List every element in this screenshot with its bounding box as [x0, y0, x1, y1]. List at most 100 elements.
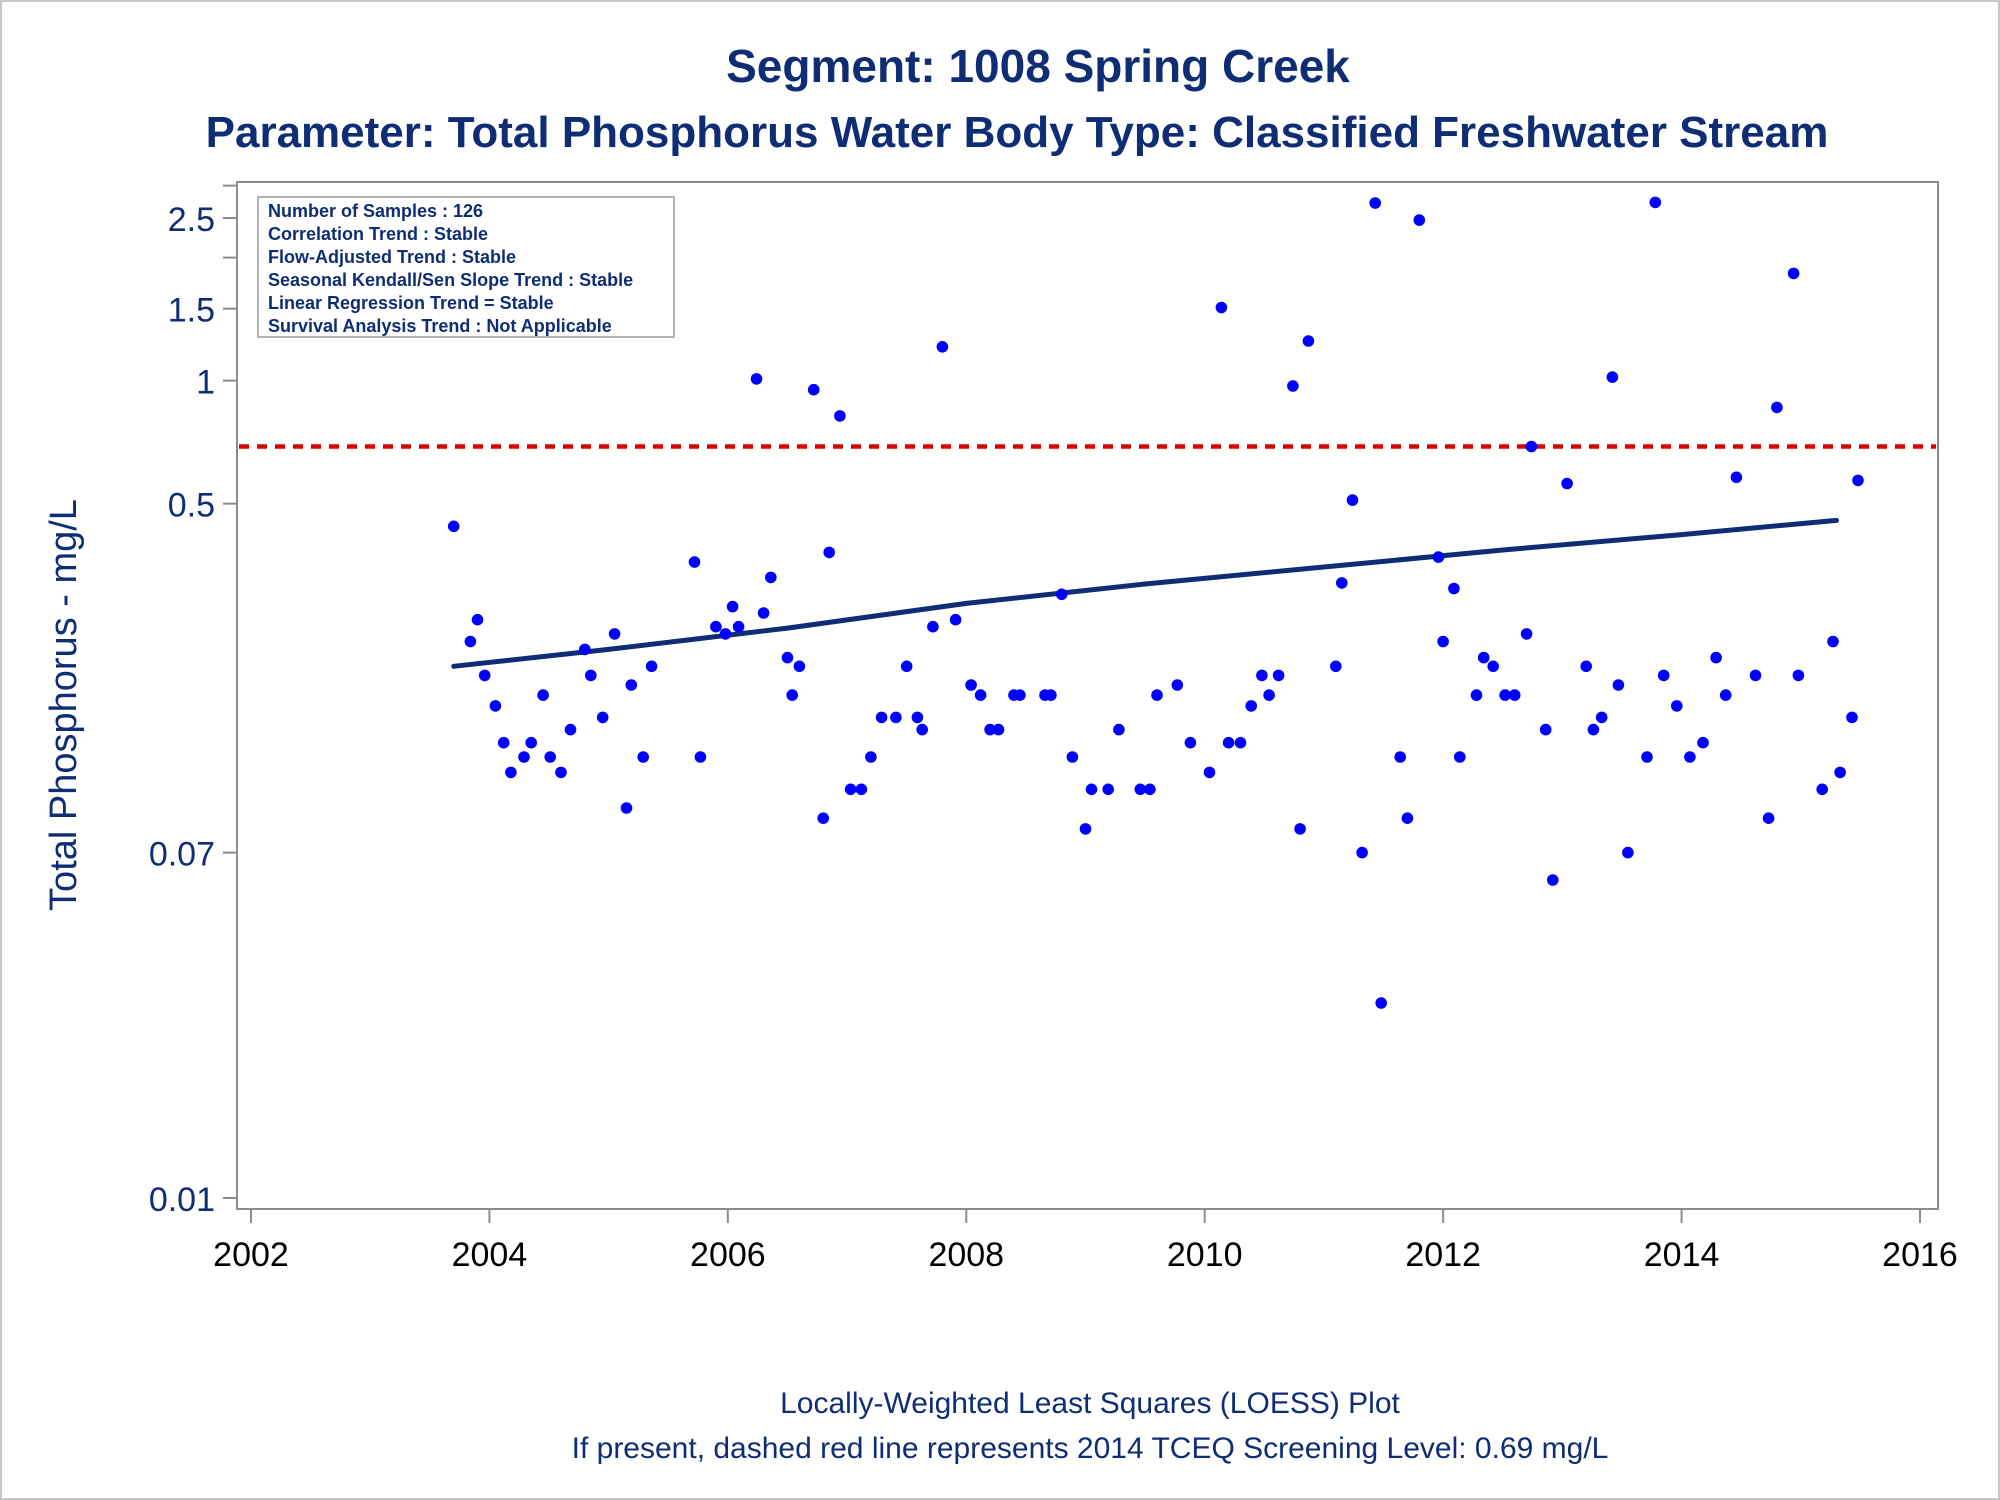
- footnote-loess: Locally-Weighted Least Squares (LOESS) P…: [780, 1387, 1400, 1420]
- sample-point: [1375, 997, 1387, 1009]
- sample-point: [855, 783, 868, 796]
- sample-point: [1215, 301, 1228, 314]
- sample-point: [875, 711, 888, 724]
- sample-point: [564, 723, 577, 736]
- sample-point: [645, 660, 658, 673]
- sample-point: [965, 679, 977, 691]
- sample-point: [1762, 812, 1775, 824]
- sample-point: [518, 751, 530, 763]
- sample-point: [1520, 628, 1533, 640]
- sample-point: [1245, 700, 1257, 712]
- sample-point: [1151, 689, 1163, 701]
- sample-point: [637, 751, 649, 763]
- sample-point: [537, 689, 549, 701]
- sample-point: [478, 669, 491, 682]
- sample-point: [1719, 689, 1732, 701]
- sample-point: [807, 383, 820, 396]
- legend-line-flow-adjusted: Flow-Adjusted Trend : Stable: [268, 247, 516, 267]
- legend-line-seasonal-kendall: Seasonal Kendall/Sen Slope Trend : Stabl…: [268, 270, 633, 290]
- y-tick-label: 2.5: [168, 201, 215, 239]
- plot-marks: [239, 196, 1936, 1009]
- sample-point: [750, 373, 763, 385]
- y-tick-label: 0.5: [168, 487, 215, 525]
- sample-point: [489, 700, 502, 712]
- sample-point: [732, 620, 745, 633]
- x-tick-label: 2016: [1882, 1236, 1958, 1274]
- sample-point: [1641, 751, 1653, 763]
- sample-point: [911, 711, 924, 724]
- sample-point: [992, 723, 1005, 736]
- sample-point: [1622, 846, 1634, 859]
- sample-point: [1606, 371, 1619, 383]
- sample-point: [1287, 380, 1299, 392]
- sample-point: [579, 643, 591, 656]
- sample-point: [1045, 689, 1057, 701]
- sample-point: [1134, 783, 1147, 796]
- sample-point: [620, 802, 633, 814]
- sample-point: [688, 556, 701, 568]
- sample-point: [1792, 669, 1805, 682]
- y-tick-label: 1: [196, 364, 215, 402]
- sample-point: [1671, 700, 1683, 712]
- legend-line-correlation: Correlation Trend : Stable: [268, 224, 488, 244]
- sample-point: [1336, 577, 1348, 589]
- chart-title: Segment: 1008 Spring Creek: [726, 40, 1350, 92]
- legend-line-linear-regression: Linear Regression Trend = Stable: [268, 293, 554, 313]
- sample-point: [1222, 736, 1235, 749]
- sample-point: [927, 620, 939, 633]
- sample-point: [1066, 751, 1079, 763]
- sample-point: [974, 689, 987, 701]
- sample-point: [1657, 669, 1670, 682]
- sample-point: [786, 689, 798, 701]
- legend-box: Number of Samples : 126 Correlation Tren…: [257, 196, 675, 338]
- sample-point: [1787, 267, 1800, 280]
- sample-point: [1263, 689, 1275, 701]
- sample-point: [1113, 723, 1125, 736]
- x-tick-label: 2010: [1167, 1236, 1243, 1274]
- sample-point: [1595, 711, 1608, 724]
- y-tick-label: 0.07: [149, 836, 215, 874]
- sample-point: [1055, 588, 1068, 601]
- x-tick-label: 2002: [213, 1236, 289, 1274]
- sample-point: [1302, 335, 1315, 347]
- sample-point: [844, 783, 857, 796]
- sample-point: [1477, 651, 1490, 664]
- sample-point: [1102, 783, 1114, 796]
- sample-point: [1587, 723, 1600, 736]
- x-tick-label: 2006: [690, 1236, 766, 1274]
- sample-point: [916, 723, 928, 736]
- sample-point: [1256, 669, 1268, 682]
- sample-point: [1539, 723, 1552, 736]
- legend-line-survival: Survival Analysis Trend : Not Applicable: [268, 316, 612, 336]
- sample-point: [608, 628, 621, 640]
- sample-point: [1834, 766, 1846, 779]
- sample-point: [1272, 669, 1285, 682]
- sample-point: [823, 546, 835, 559]
- sample-point: [1432, 551, 1445, 563]
- sample-point: [1846, 711, 1858, 724]
- sample-point: [1697, 736, 1709, 749]
- sample-point: [1771, 401, 1783, 414]
- sample-point: [525, 736, 537, 749]
- x-tick-label: 2012: [1405, 1236, 1481, 1274]
- sample-point: [1079, 823, 1092, 835]
- x-axis: 2002 2004 2006 2008 2010 2012 2014 2016: [213, 1209, 1958, 1274]
- sample-point: [1437, 635, 1449, 648]
- sample-point: [834, 410, 846, 422]
- sample-point: [1014, 689, 1026, 701]
- sample-point: [1508, 689, 1521, 701]
- sample-point: [1827, 635, 1839, 648]
- sample-point: [1144, 783, 1156, 796]
- sample-point: [464, 635, 477, 648]
- sample-point: [1448, 582, 1460, 595]
- sample-point: [555, 766, 567, 779]
- sample-point: [625, 679, 638, 691]
- sample-point: [1816, 783, 1828, 796]
- y-tick-label: 0.01: [149, 1181, 215, 1219]
- x-tick-label: 2008: [928, 1236, 1004, 1274]
- sample-point: [1470, 689, 1483, 701]
- sample-point: [710, 620, 722, 633]
- sample-point: [1612, 679, 1625, 691]
- sample-point: [1580, 660, 1592, 673]
- y-axis-label: Total Phosphorus - mg/L: [43, 499, 85, 911]
